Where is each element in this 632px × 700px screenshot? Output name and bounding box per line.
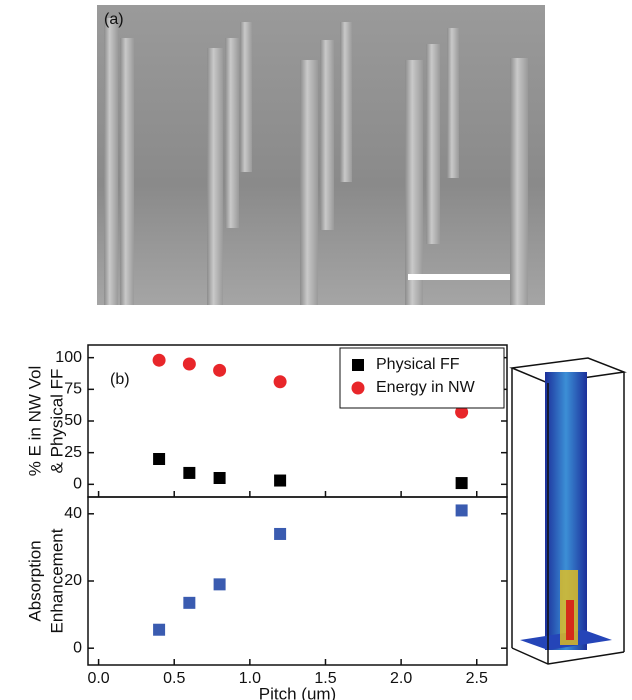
y-tick-label: 50 xyxy=(64,412,82,429)
legend-label: Energy in NW xyxy=(376,379,476,396)
marker xyxy=(213,578,226,591)
legend-marker xyxy=(352,359,364,371)
y-axis-label: % E in NW Vol xyxy=(25,366,44,477)
marker xyxy=(153,623,166,636)
marker xyxy=(183,596,196,609)
plot-frame xyxy=(87,496,508,666)
panel-label: (a) xyxy=(104,11,124,28)
marker xyxy=(273,375,287,389)
y-tick-label: 0 xyxy=(73,476,82,493)
marker xyxy=(455,504,468,517)
legend-label: Physical FF xyxy=(376,356,460,373)
marker xyxy=(455,405,469,419)
y-tick-label: 75 xyxy=(64,381,82,398)
y-tick-label: 25 xyxy=(64,444,82,461)
legend-marker xyxy=(351,381,365,395)
marker xyxy=(183,466,196,479)
sem-image: (a) xyxy=(97,5,545,305)
marker xyxy=(455,477,468,490)
x-tick-label: 1.0 xyxy=(239,670,261,687)
y-tick-label: 20 xyxy=(64,572,82,589)
x-tick-label: 0.0 xyxy=(87,670,109,687)
x-tick-label: 2.5 xyxy=(466,670,488,687)
marker xyxy=(274,474,287,487)
y-axis-label: Absorption xyxy=(25,540,44,621)
x-axis-label: Pitch (um) xyxy=(259,684,336,700)
marker xyxy=(213,363,227,377)
marker xyxy=(182,357,196,371)
x-tick-label: 1.5 xyxy=(314,670,336,687)
marker xyxy=(153,453,166,465)
y-axis-label: Enhancement xyxy=(47,528,66,633)
y-tick-label: 0 xyxy=(73,639,82,656)
y-tick-label: 40 xyxy=(64,505,82,522)
x-tick-label: 0.5 xyxy=(163,670,185,687)
annotation: (b) xyxy=(110,371,130,388)
marker xyxy=(213,472,226,484)
x-tick-label: 2.0 xyxy=(390,670,412,687)
legend-box xyxy=(339,347,505,409)
y-tick-label: 100 xyxy=(55,349,82,366)
marker xyxy=(274,527,287,540)
y-axis-label: & Physical FF xyxy=(47,369,66,474)
simulation-image xyxy=(509,357,627,665)
marker xyxy=(152,353,166,367)
